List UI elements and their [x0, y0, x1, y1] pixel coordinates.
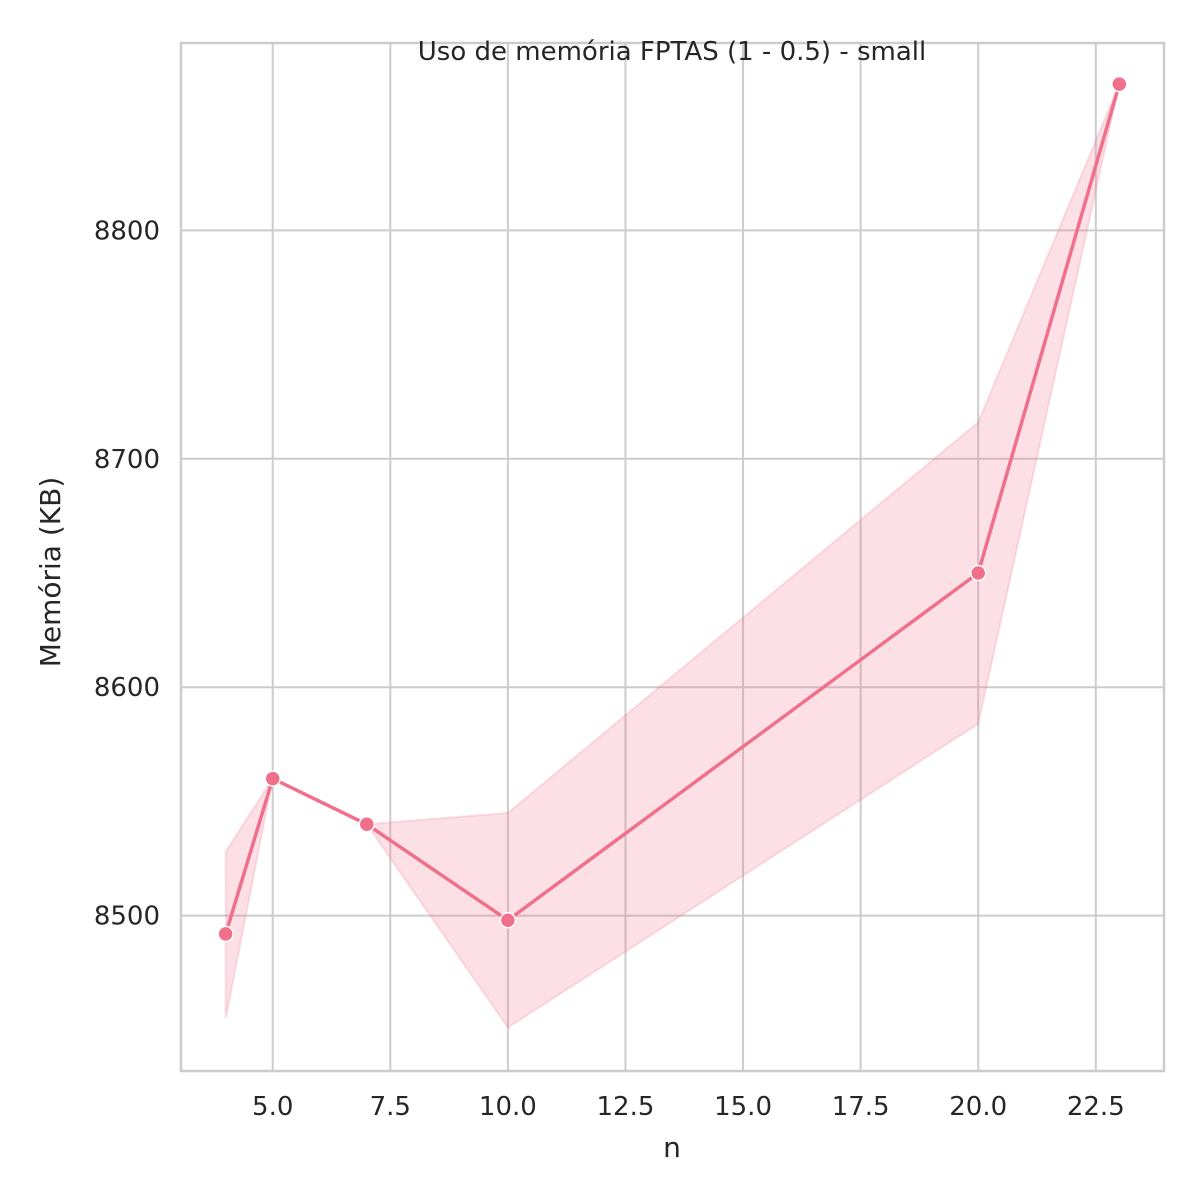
y-tick-label: 8600: [94, 673, 160, 703]
x-tick-label: 20.0: [949, 1092, 1007, 1122]
y-tick-label: 8700: [94, 445, 160, 475]
data-points-layer: [217, 75, 1128, 943]
data-point: [1111, 75, 1128, 93]
x-tick-label: 12.5: [597, 1092, 655, 1122]
series-line: [224, 83, 1121, 935]
confidence-band: [224, 83, 1121, 1029]
x-tick-labels: 5.0 7.5 10.0 12.5 15.0 17.5 20.0 22.5: [252, 1092, 1125, 1122]
plot-frame: [179, 41, 1166, 1073]
data-point: [264, 770, 281, 787]
x-tick-label: 10.0: [479, 1092, 537, 1122]
y-axis-label: Memória (KB): [34, 477, 67, 668]
confidence-band-layer: [224, 83, 1121, 1029]
chart-title: Uso de memória FPTAS (1 - 0.5) - small: [418, 37, 927, 67]
y-tick-labels: 8500 8600 8700 8800: [94, 216, 160, 931]
data-point: [217, 925, 234, 943]
y-tick-label: 8500: [94, 902, 160, 932]
data-point: [358, 816, 376, 833]
data-point: [969, 564, 987, 582]
series-line-layer: [224, 83, 1121, 935]
y-tick-label: 8800: [94, 216, 160, 246]
grid-lines: [181, 43, 1164, 1071]
x-tick-label: 22.5: [1067, 1092, 1125, 1122]
x-axis-label: n: [663, 1131, 681, 1164]
x-tick-label: 17.5: [832, 1092, 890, 1122]
data-point: [499, 911, 517, 929]
x-tick-label: 15.0: [714, 1092, 772, 1122]
x-tick-label: 7.5: [370, 1092, 411, 1122]
x-tick-label: 5.0: [252, 1092, 293, 1122]
